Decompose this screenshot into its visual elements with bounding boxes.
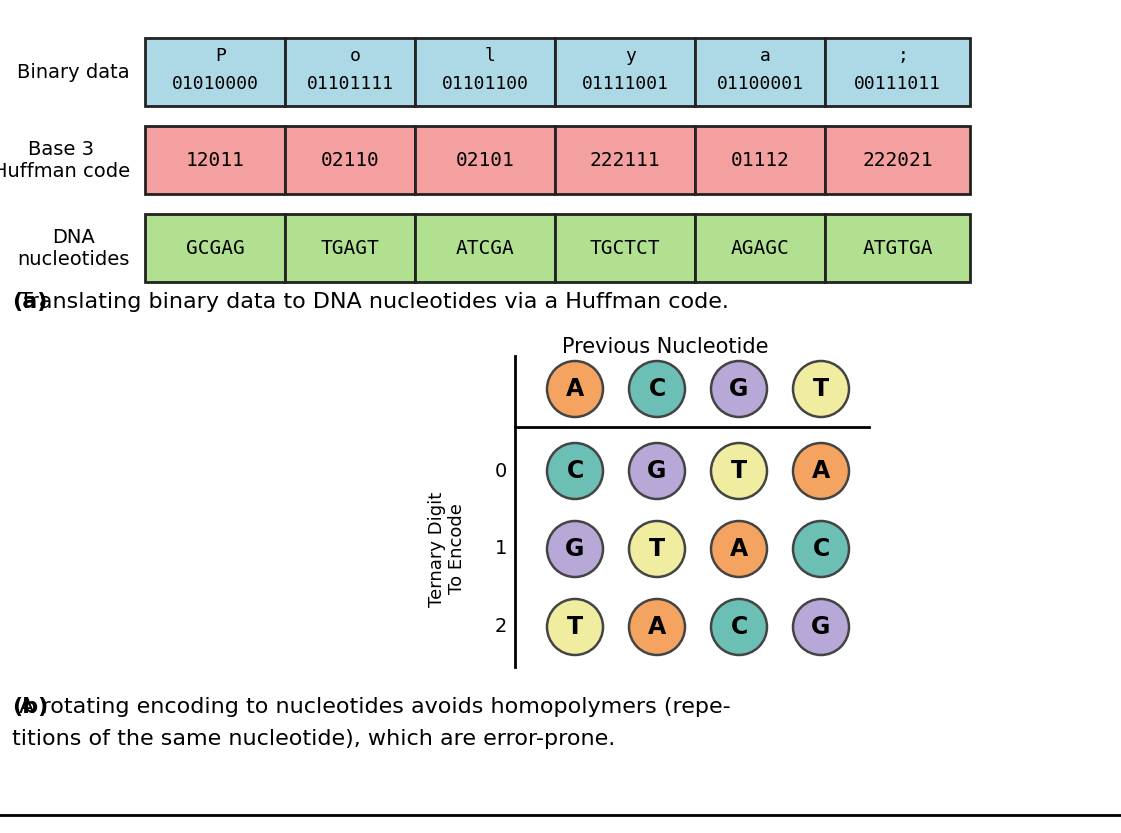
Text: T: T (567, 615, 583, 639)
FancyBboxPatch shape (695, 214, 825, 282)
Circle shape (793, 361, 849, 417)
FancyBboxPatch shape (285, 38, 415, 106)
Text: 00111011: 00111011 (854, 75, 941, 93)
FancyBboxPatch shape (695, 126, 825, 194)
Text: 01010000: 01010000 (172, 75, 259, 93)
Text: TGAGT: TGAGT (321, 238, 379, 257)
Text: a: a (760, 47, 771, 65)
Circle shape (629, 443, 685, 499)
FancyBboxPatch shape (145, 214, 285, 282)
Text: 222021: 222021 (862, 151, 933, 169)
Text: titions of the same nucleotide), which are error-prone.: titions of the same nucleotide), which a… (12, 729, 615, 749)
Circle shape (793, 521, 849, 577)
Text: A rotating encoding to nucleotides avoids homopolymers (repe-: A rotating encoding to nucleotides avoid… (12, 697, 731, 717)
Text: TGCTCT: TGCTCT (590, 238, 660, 257)
Text: A: A (566, 377, 584, 401)
Text: 01100001: 01100001 (716, 75, 804, 93)
Circle shape (547, 361, 603, 417)
Text: (b): (b) (12, 697, 48, 717)
FancyBboxPatch shape (415, 126, 555, 194)
Text: T: T (649, 537, 665, 561)
Text: Binary data: Binary data (17, 62, 130, 82)
Text: T: T (813, 377, 830, 401)
Text: P: P (215, 47, 225, 65)
Text: o: o (350, 47, 361, 65)
FancyBboxPatch shape (415, 214, 555, 282)
Text: A: A (730, 537, 748, 561)
Circle shape (547, 521, 603, 577)
Text: Base 3
Huffman code: Base 3 Huffman code (0, 139, 130, 181)
Text: 2: 2 (494, 617, 507, 636)
Text: GCGAG: GCGAG (186, 238, 244, 257)
Text: DNA
nucleotides: DNA nucleotides (18, 227, 130, 268)
Text: ATGTGA: ATGTGA (862, 238, 933, 257)
Text: C: C (813, 537, 830, 561)
Circle shape (547, 599, 603, 655)
Text: (a): (a) (12, 292, 47, 312)
Text: 1: 1 (494, 540, 507, 558)
FancyBboxPatch shape (555, 126, 695, 194)
Text: 222111: 222111 (590, 151, 660, 169)
Text: 02101: 02101 (455, 151, 515, 169)
Circle shape (547, 443, 603, 499)
Text: 12011: 12011 (186, 151, 244, 169)
Text: ATCGA: ATCGA (455, 238, 515, 257)
FancyBboxPatch shape (415, 38, 555, 106)
FancyBboxPatch shape (555, 38, 695, 106)
Circle shape (629, 521, 685, 577)
FancyBboxPatch shape (555, 214, 695, 282)
Circle shape (711, 443, 767, 499)
FancyBboxPatch shape (145, 126, 285, 194)
Circle shape (629, 361, 685, 417)
Text: T: T (731, 459, 747, 483)
Text: 01101100: 01101100 (442, 75, 528, 93)
Circle shape (711, 599, 767, 655)
FancyBboxPatch shape (825, 126, 970, 194)
Text: AGAGC: AGAGC (731, 238, 789, 257)
FancyBboxPatch shape (285, 214, 415, 282)
Text: A: A (648, 615, 666, 639)
Text: C: C (566, 459, 584, 483)
Text: 02110: 02110 (321, 151, 379, 169)
Text: 01111001: 01111001 (582, 75, 668, 93)
Text: G: G (730, 377, 749, 401)
Text: C: C (731, 615, 748, 639)
Circle shape (711, 521, 767, 577)
FancyBboxPatch shape (695, 38, 825, 106)
Circle shape (629, 599, 685, 655)
Text: A: A (812, 459, 831, 483)
Text: ;: ; (898, 47, 908, 65)
Text: 01101111: 01101111 (306, 75, 393, 93)
Circle shape (711, 361, 767, 417)
Text: Previous Nucleotide: Previous Nucleotide (562, 337, 768, 357)
Text: Ternary Digit
To Encode: Ternary Digit To Encode (427, 491, 466, 606)
Text: G: G (812, 615, 831, 639)
Text: C: C (648, 377, 666, 401)
FancyBboxPatch shape (825, 38, 970, 106)
Text: G: G (565, 537, 585, 561)
FancyBboxPatch shape (825, 214, 970, 282)
FancyBboxPatch shape (285, 126, 415, 194)
Text: 0: 0 (494, 461, 507, 481)
Text: Translating binary data to DNA nucleotides via a Huffman code.: Translating binary data to DNA nucleotid… (12, 292, 729, 312)
Circle shape (793, 443, 849, 499)
FancyBboxPatch shape (145, 38, 285, 106)
Circle shape (793, 599, 849, 655)
Text: y: y (626, 47, 636, 65)
Text: 01112: 01112 (731, 151, 789, 169)
Text: l: l (485, 47, 495, 65)
Text: G: G (647, 459, 667, 483)
